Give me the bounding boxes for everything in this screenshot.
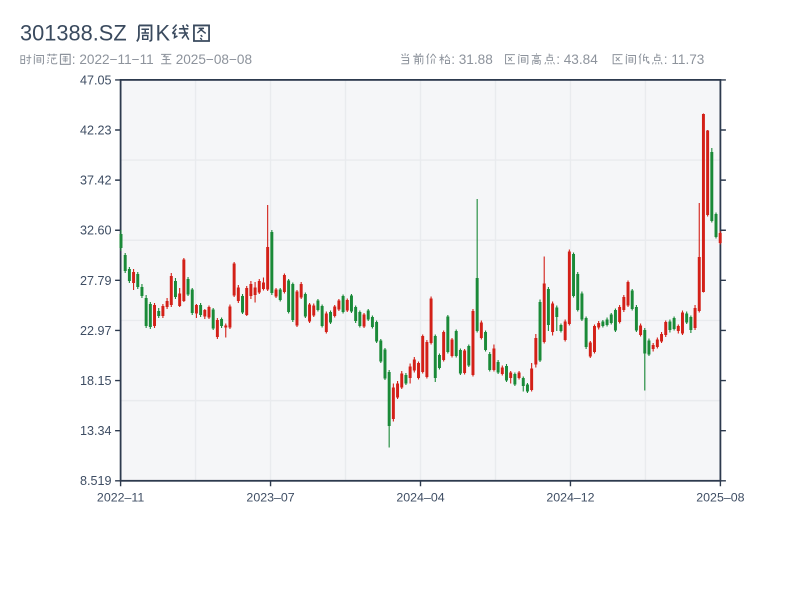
svg-text:2024–12: 2024–12 <box>546 491 594 505</box>
svg-text:K: K <box>156 21 171 46</box>
svg-text:: 31.88: : 31.88 <box>451 52 493 67</box>
svg-text:: 2022−11−11: : 2022−11−11 <box>72 52 154 67</box>
svg-text:2025−08−08: 2025−08−08 <box>176 52 252 67</box>
svg-text:2022–11: 2022–11 <box>97 491 144 505</box>
svg-text:13.34: 13.34 <box>80 424 112 438</box>
svg-text:2024–04: 2024–04 <box>396 491 444 505</box>
svg-text:47.05: 47.05 <box>80 73 112 87</box>
svg-text:: 11.73: : 11.73 <box>664 52 705 67</box>
svg-text:22.97: 22.97 <box>80 324 112 338</box>
svg-text:27.79: 27.79 <box>80 274 112 288</box>
svg-text:2025–08: 2025–08 <box>696 491 744 505</box>
svg-text:18.15: 18.15 <box>80 374 112 388</box>
svg-text:2023–07: 2023–07 <box>246 491 294 505</box>
svg-text:32.60: 32.60 <box>80 224 112 238</box>
svg-text:301388.SZ: 301388.SZ <box>20 21 127 46</box>
svg-text:: 43.84: : 43.84 <box>556 52 598 67</box>
svg-text:37.42: 37.42 <box>80 174 112 188</box>
svg-text:8.519: 8.519 <box>80 474 112 488</box>
svg-text:42.23: 42.23 <box>80 123 112 137</box>
